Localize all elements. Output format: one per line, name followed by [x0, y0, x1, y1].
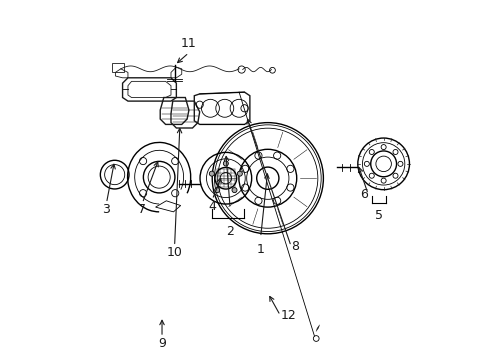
Circle shape — [214, 188, 219, 193]
Text: 10: 10 — [166, 246, 182, 259]
Text: 7: 7 — [138, 203, 146, 216]
Text: 3: 3 — [102, 203, 110, 216]
Circle shape — [209, 171, 214, 176]
Text: 12: 12 — [280, 309, 296, 322]
Text: 9: 9 — [158, 337, 165, 350]
Text: 6: 6 — [360, 188, 367, 201]
Circle shape — [237, 171, 242, 176]
Text: 4: 4 — [208, 200, 216, 213]
Text: 8: 8 — [290, 240, 299, 253]
Text: 2: 2 — [226, 225, 234, 238]
Text: 1: 1 — [256, 243, 264, 256]
Circle shape — [231, 188, 237, 193]
Circle shape — [223, 161, 228, 166]
Text: 5: 5 — [374, 209, 382, 222]
Text: 11: 11 — [181, 37, 196, 50]
